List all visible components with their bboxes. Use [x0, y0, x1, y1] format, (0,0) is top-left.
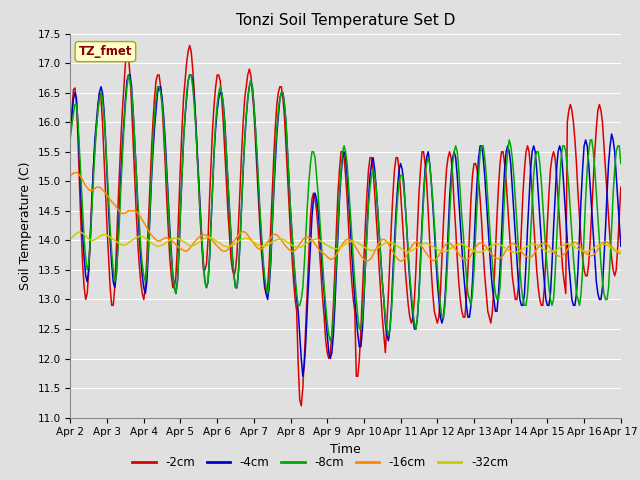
-32cm [381, 240, 389, 246]
-32cm [553, 247, 561, 252]
-32cm [76, 229, 83, 235]
-32cm [617, 248, 625, 254]
-16cm [363, 258, 371, 264]
Line: -32cm: -32cm [70, 232, 621, 252]
-8cm [553, 238, 561, 243]
-8cm [617, 161, 625, 167]
-4cm [299, 373, 307, 379]
-2cm [67, 122, 74, 128]
Text: TZ_fmet: TZ_fmet [79, 45, 132, 58]
-32cm [83, 235, 91, 240]
Title: Tonzi Soil Temperature Set D: Tonzi Soil Temperature Set D [236, 13, 455, 28]
-32cm [412, 245, 420, 251]
-2cm [186, 43, 193, 48]
Y-axis label: Soil Temperature (C): Soil Temperature (C) [19, 161, 32, 290]
-8cm [170, 285, 178, 290]
-8cm [413, 314, 421, 320]
-32cm [170, 235, 178, 241]
-4cm [553, 167, 561, 172]
-4cm [170, 285, 178, 290]
-8cm [383, 326, 390, 332]
Legend: -2cm, -4cm, -8cm, -16cm, -32cm: -2cm, -4cm, -8cm, -16cm, -32cm [127, 452, 513, 474]
-2cm [617, 184, 625, 190]
-16cm [617, 251, 625, 256]
-2cm [553, 172, 561, 178]
-8cm [125, 72, 132, 78]
-4cm [67, 125, 74, 131]
-16cm [73, 169, 81, 175]
-2cm [169, 285, 177, 290]
-16cm [83, 185, 91, 191]
-2cm [82, 297, 90, 302]
-8cm [82, 255, 90, 261]
-2cm [413, 226, 421, 231]
-4cm [82, 273, 90, 279]
-4cm [401, 202, 409, 208]
-32cm [67, 236, 74, 242]
-2cm [401, 267, 409, 273]
Line: -16cm: -16cm [70, 172, 621, 261]
-16cm [553, 252, 561, 258]
X-axis label: Time: Time [330, 443, 361, 456]
Line: -8cm: -8cm [70, 75, 621, 341]
-2cm [298, 403, 305, 408]
-8cm [401, 202, 409, 208]
-8cm [326, 338, 334, 344]
-16cm [401, 255, 409, 261]
-4cm [125, 72, 132, 78]
-16cm [413, 240, 421, 245]
-16cm [383, 239, 390, 245]
Line: -2cm: -2cm [70, 46, 621, 406]
-4cm [617, 243, 625, 249]
-16cm [67, 172, 74, 178]
Line: -4cm: -4cm [70, 75, 621, 376]
-2cm [383, 320, 390, 326]
-16cm [170, 240, 178, 246]
-4cm [383, 332, 390, 338]
-32cm [473, 249, 481, 255]
-8cm [67, 134, 74, 140]
-32cm [400, 248, 408, 253]
-4cm [413, 314, 421, 320]
